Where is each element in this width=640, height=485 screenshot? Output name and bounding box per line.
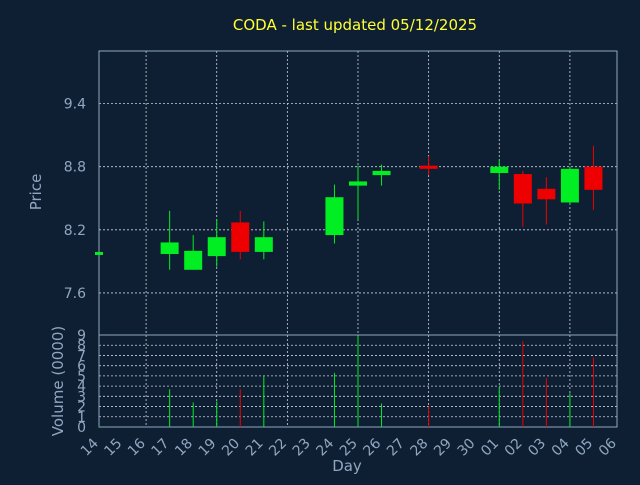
candle-body — [419, 165, 438, 169]
volume-tick-label: 0 — [77, 420, 86, 436]
x-tick-label: 05 — [572, 436, 596, 460]
volume-tick-label: 7 — [77, 348, 86, 364]
price-axis-label: Price — [27, 174, 45, 211]
x-tick-label: 16 — [125, 435, 149, 459]
volume-tick-label: 8 — [77, 338, 86, 354]
volume-axis-label: Volume (0000) — [49, 326, 67, 436]
x-tick-label: 26 — [360, 435, 384, 459]
x-tick-label: 17 — [149, 436, 173, 460]
x-tick-label: 24 — [313, 435, 337, 459]
price-tick-label: 7.6 — [64, 286, 86, 302]
candle-body — [349, 181, 367, 186]
candle-body — [560, 168, 579, 203]
volume-tick-label: 2 — [77, 400, 86, 416]
x-tick-label: 06 — [596, 435, 620, 459]
x-tick-label: 18 — [172, 436, 196, 460]
x-tick-label: 23 — [290, 436, 314, 460]
candle-body — [537, 188, 556, 200]
candle-body — [325, 197, 344, 236]
x-tick-label: 04 — [549, 435, 573, 459]
candle-body — [584, 166, 603, 190]
x-tick-label: 25 — [337, 436, 361, 460]
candle-body — [207, 237, 226, 257]
volume-tick-label: 5 — [77, 369, 86, 385]
candle-body — [231, 222, 250, 252]
candle-body — [160, 242, 179, 255]
candle-body — [254, 237, 273, 252]
x-tick-labels: 14 15 16 17 18 19 20 21 22 23 24 25 26 27 28 29 30 01 02 03… — [78, 435, 620, 459]
price-tick-label: 9.4 — [64, 97, 86, 113]
candle-body — [372, 170, 391, 176]
price-tick-label: 8.8 — [64, 160, 86, 176]
candle-body — [513, 174, 532, 204]
x-tick-label: 21 — [243, 436, 267, 460]
x-tick-label: 22 — [266, 436, 290, 460]
volume-tick-label: 6 — [77, 359, 86, 375]
volume-tick-label: 3 — [77, 389, 86, 405]
x-tick-label: 14 — [78, 435, 102, 459]
chart-title: CODA - last updated 05/12/2025 — [233, 16, 477, 34]
x-axis-label: Day — [332, 457, 362, 475]
x-tick-label: 02 — [502, 436, 526, 460]
x-tick-label: 15 — [101, 436, 125, 460]
volume-tick-label: 1 — [77, 410, 86, 426]
price-tick-label: 8.2 — [64, 223, 86, 239]
candles — [95, 145, 603, 270]
volume-tick-label: 4 — [77, 379, 86, 395]
candle-body — [490, 166, 509, 174]
candle-body — [184, 250, 203, 270]
volume-tick-label: 9 — [77, 328, 86, 344]
x-tick-label: 27 — [384, 436, 408, 460]
x-tick-label: 01 — [478, 436, 502, 460]
volume-bars — [98, 336, 594, 427]
price-tick-labels: 9.4 8.8 8.2 7.6 — [64, 97, 86, 302]
x-tick-label: 29 — [431, 436, 455, 460]
x-tick-label: 03 — [525, 436, 549, 460]
x-tick-label: 30 — [455, 436, 479, 460]
x-tick-label: 20 — [219, 436, 243, 460]
candle-body — [95, 251, 103, 255]
x-tick-label: 19 — [196, 436, 220, 460]
x-tick-label: 28 — [408, 436, 432, 460]
